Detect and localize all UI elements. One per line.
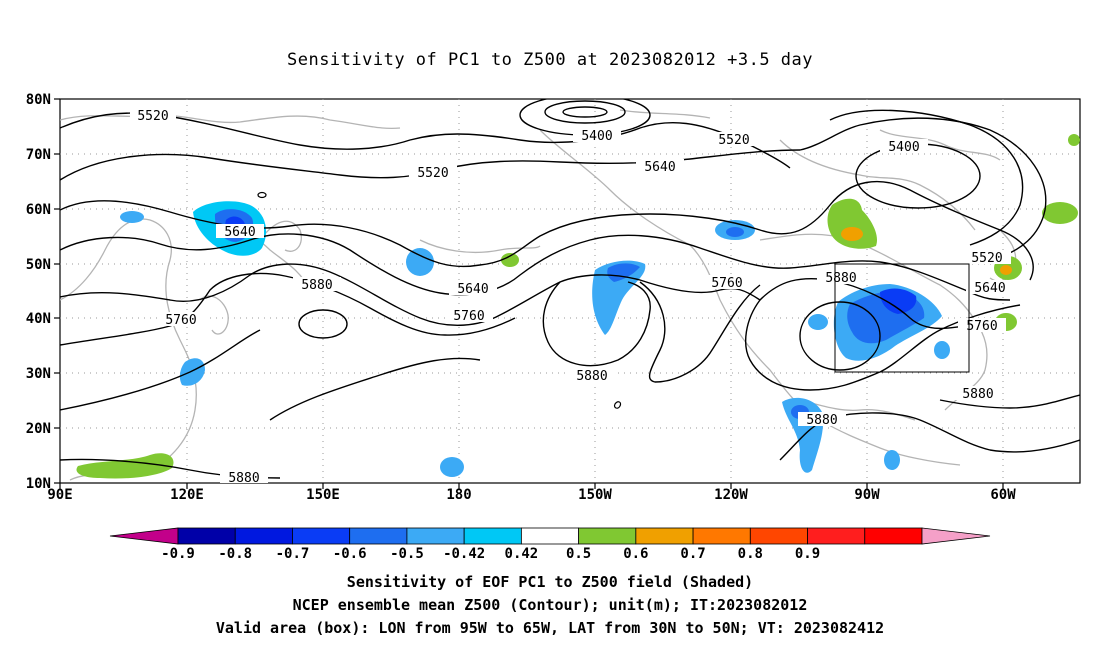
shade-blob [76, 453, 174, 479]
contour-label: 5760 [453, 309, 484, 324]
contour-label: 5760 [165, 313, 196, 328]
shade-blob [406, 248, 434, 276]
colorbar-swatch [406, 527, 465, 545]
shade-blob [1068, 134, 1080, 146]
shade-blob [827, 198, 878, 249]
shade-blob [501, 253, 519, 267]
colorbar-swatch [692, 527, 751, 545]
lat-label: 80N [26, 92, 51, 108]
contour-label: 5520 [417, 166, 448, 181]
contour-label: 5400 [581, 129, 612, 144]
contour-labels: 5520 5400 5520 5400 5640 5520 5640 5520 … [130, 108, 1014, 486]
shade-blob [808, 314, 828, 330]
colorbar-swatch [463, 527, 522, 545]
lat-label: 50N [26, 257, 51, 273]
caption-line-3: Valid area (box): LON from 95W to 65W, L… [215, 619, 885, 637]
colorbar-label: -0.7 [276, 546, 310, 562]
contour-label: 5520 [137, 109, 168, 124]
contour-label: 5640 [457, 282, 488, 297]
contour-label: 5880 [825, 271, 856, 286]
shade-blob [607, 263, 640, 282]
lon-label: 60W [990, 487, 1016, 503]
lon-label: 120W [714, 487, 748, 503]
colorbar-swatch [520, 527, 580, 545]
lat-label: 30N [26, 366, 51, 382]
colorbar-label: 0.8 [738, 546, 763, 562]
contour-label: 5760 [966, 319, 997, 334]
shade-blob [592, 260, 646, 335]
lon-labels: 90E 120E 150E 180 150W 120W 90W 60W [47, 487, 1016, 503]
contour-label: 5640 [224, 225, 255, 240]
shade-blob [880, 288, 917, 314]
lat-labels: 80N 70N 60N 50N 40N 30N 20N 10N [26, 92, 51, 492]
small-contour-feature [257, 191, 267, 199]
colorbar-swatch [234, 527, 293, 545]
lat-label: 40N [26, 311, 51, 327]
shade-blob [841, 227, 863, 241]
colorbar-label: -0.9 [161, 546, 195, 562]
valid-area-box [834, 263, 970, 373]
contour-label: 5640 [644, 160, 675, 175]
shade-blob [1000, 265, 1012, 275]
colorbar-end-high [921, 527, 991, 545]
lat-label: 10N [26, 476, 51, 492]
contour-label: 5880 [806, 413, 837, 428]
colorbar-label: 0.9 [795, 546, 820, 562]
shade-blob [1042, 202, 1078, 224]
axis-ticks [54, 98, 1004, 489]
contour-label: 5880 [962, 387, 993, 402]
colorbar-swatch [349, 527, 408, 545]
colorbar-swatch [635, 527, 694, 545]
colorbar-end-low [109, 527, 179, 545]
caption-line-2: NCEP ensemble mean Z500 (Contour); unit(… [292, 596, 808, 614]
lon-label: 90E [47, 487, 72, 503]
colorbar-swatch [749, 527, 808, 545]
colorbar-swatch [578, 527, 637, 545]
shade-blob [120, 211, 144, 223]
colorbar-label: 0.42 [505, 546, 539, 562]
contour-label: 5400 [888, 140, 919, 155]
colorbar-swatch [292, 527, 351, 545]
sensitivity-shading-positive [76, 134, 1080, 479]
colorbar: -0.9 -0.8 -0.7 -0.6 -0.5 -0.42 0.42 0.5 0.6 0.7 0.… [109, 527, 991, 562]
shade-blob [934, 341, 950, 359]
shade-blob [179, 358, 205, 386]
lat-label: 60N [26, 202, 51, 218]
lon-label: 90W [854, 487, 880, 503]
caption-line-1: Sensitivity of EOF PC1 to Z500 field (Sh… [346, 573, 754, 591]
colorbar-label: -0.42 [443, 546, 485, 562]
lat-label: 70N [26, 147, 51, 163]
colorbar-label: -0.5 [390, 546, 424, 562]
colorbar-label: -0.6 [333, 546, 367, 562]
small-contour-feature [613, 401, 622, 409]
colorbar-swatch [864, 527, 923, 545]
contour-label: 5640 [974, 281, 1005, 296]
colorbar-label: 0.7 [680, 546, 705, 562]
contour-label: 5520 [971, 251, 1002, 266]
contour-label: 5880 [228, 471, 259, 486]
colorbar-swatch [807, 527, 866, 545]
colorbar-label: 0.5 [566, 546, 591, 562]
colorbar-label: -0.8 [218, 546, 252, 562]
lon-label: 150W [578, 487, 612, 503]
contour-label: 5880 [301, 278, 332, 293]
lon-label: 180 [446, 487, 471, 503]
lat-label: 20N [26, 421, 51, 437]
colorbar-label: 0.6 [623, 546, 648, 562]
map-title: Sensitivity of PC1 to Z500 at 2023082012… [286, 50, 813, 70]
shade-blob [726, 227, 744, 237]
contour-label: 5880 [576, 369, 607, 384]
colorbar-swatch [177, 527, 236, 545]
shade-blob [440, 457, 464, 477]
shade-blob [884, 450, 900, 470]
lon-label: 150E [306, 487, 340, 503]
lon-label: 120E [170, 487, 204, 503]
contour-label: 5520 [718, 133, 749, 148]
contour-label: 5760 [711, 276, 742, 291]
